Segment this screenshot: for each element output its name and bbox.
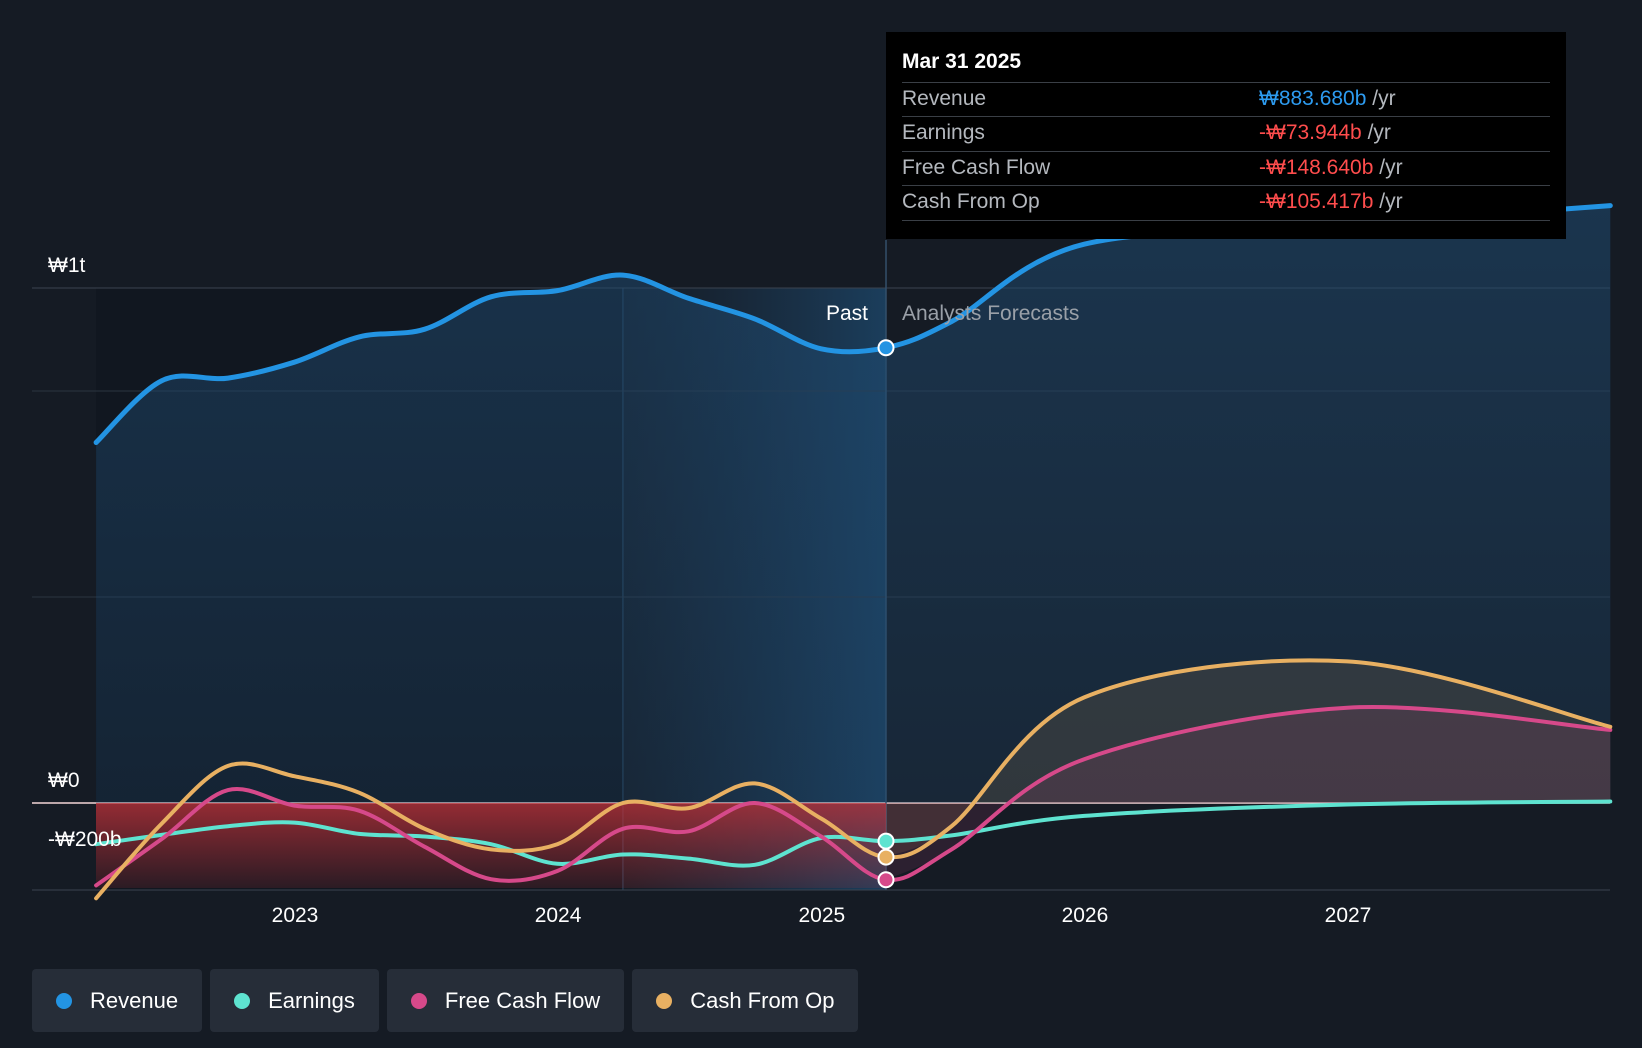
legend-label: Earnings (268, 987, 355, 1013)
revenue-point (877, 339, 895, 357)
tooltip-row-revenue: Revenue ₩883.680b /yr (902, 82, 1550, 117)
y-tick-label: ₩1t (48, 254, 86, 277)
tooltip-value: -₩105.417b /yr (1259, 190, 1403, 213)
tooltip-label: Free Cash Flow (902, 156, 1051, 179)
tooltip-value: -₩73.944b /yr (1259, 121, 1391, 144)
legend-item-revenue[interactable]: Revenue (32, 969, 203, 1032)
tooltip-row-free-cash-flow: Free Cash Flow -₩148.640b /yr (902, 151, 1550, 186)
tooltip-label: Revenue (902, 87, 987, 110)
tooltip-value: -₩148.640b /yr (1259, 156, 1403, 179)
revenue-dot-icon (56, 992, 72, 1009)
tooltip-label: Cash From Op (902, 190, 1040, 213)
earnings-dot-icon (234, 992, 251, 1009)
free-cash-flow-dot-icon (410, 992, 427, 1009)
x-tick-label: 2026 (1062, 904, 1109, 927)
x-tick-label: 2025 (799, 904, 846, 927)
revenue-area (96, 205, 1611, 804)
forecast-label: Analysts Forecasts (902, 302, 1079, 325)
tooltip-row-earnings: Earnings -₩73.944b /yr (902, 116, 1550, 151)
tooltip-label: Earnings (902, 121, 985, 144)
cash-from-op-dot-icon (656, 992, 673, 1009)
earnings-line (94, 799, 1613, 868)
earnings-point (877, 832, 895, 850)
legend-label: Revenue (90, 987, 179, 1013)
tooltip: Mar 31 2025 Revenue ₩883.680b /yr Earnin… (886, 32, 1566, 239)
legend-item-free-cash-flow[interactable]: Free Cash Flow (386, 969, 625, 1032)
tooltip-row-cash-from-op: Cash From Op -₩105.417b /yr (902, 185, 1550, 221)
legend: Revenue Earnings Free Cash Flow Cash Fro… (32, 969, 859, 1032)
legend-item-cash-from-op[interactable]: Cash From Op (632, 969, 859, 1032)
cash-from-op-point (877, 848, 895, 866)
free-cash-flow-point (877, 871, 895, 889)
tooltip-date: Mar 31 2025 (902, 50, 1022, 73)
legend-item-earnings[interactable]: Earnings (210, 969, 379, 1032)
cash-from-op-line (94, 658, 1613, 901)
series-fills (96, 205, 1611, 888)
x-tick-label: 2024 (535, 904, 582, 927)
y-tick-label: -₩200b (48, 828, 122, 851)
tooltip-value: ₩883.680b /yr (1259, 87, 1396, 110)
legend-label: Cash From Op (690, 987, 835, 1013)
axis-labels: ₩1t ₩0 -₩200b 2023 2024 2025 2026 2027 Past Analy… (48, 254, 1371, 927)
x-tick-label: 2023 (272, 904, 319, 927)
legend-label: Free Cash Flow (444, 987, 601, 1013)
free-cash-flow-line (94, 705, 1613, 888)
past-label: Past (826, 302, 868, 325)
free-cash-flow-area (886, 707, 1611, 880)
highlight-points (877, 339, 895, 889)
y-tick-label: ₩0 (48, 769, 80, 792)
x-tick-label: 2027 (1325, 904, 1372, 927)
